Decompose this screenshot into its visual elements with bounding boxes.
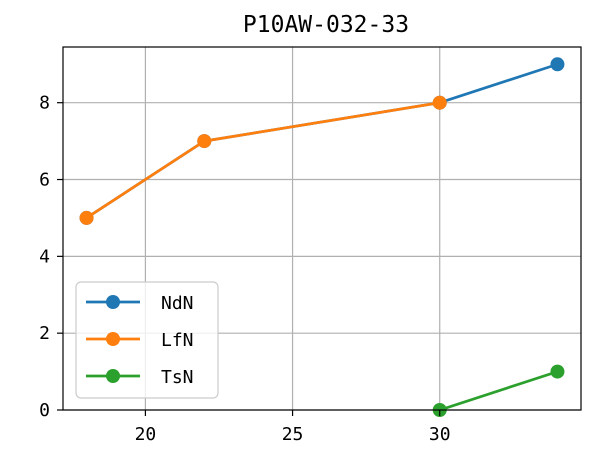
chart-title: P10AW-032-33	[243, 12, 409, 38]
data-point-lfn	[432, 95, 447, 110]
series-line-tsn	[438, 369, 560, 412]
x-tick-label: 20	[135, 424, 157, 445]
legend-item-tsn: TsN	[86, 367, 194, 388]
data-point-lfn	[197, 134, 212, 149]
legend-item-ndn: NdN	[86, 293, 194, 314]
y-tick-label: 2	[39, 323, 50, 344]
legend-box	[75, 281, 219, 399]
legend-item-lfn: LfN	[86, 330, 194, 351]
y-tick-label: 8	[39, 93, 50, 114]
y-tick-label: 0	[39, 400, 50, 421]
y-tick-label: 4	[39, 246, 50, 267]
data-point-ndn	[550, 57, 565, 72]
axis-ticks: 20 25 30 0 2 4 6 8	[39, 93, 450, 445]
legend-label-lfn: LfN	[161, 330, 194, 351]
series-line-ndn	[84, 62, 560, 220]
series-ndn	[79, 57, 565, 225]
series-line-lfn	[84, 101, 442, 220]
legend-marker-ndn	[106, 295, 120, 309]
y-tick-label: 6	[39, 170, 50, 191]
legend-label-tsn: TsN	[161, 367, 194, 388]
legend-marker-lfn	[106, 332, 120, 346]
series-tsn	[432, 364, 565, 417]
legend: NdN LfN TsN	[75, 281, 219, 399]
data-point-tsn	[550, 364, 565, 379]
series-lfn	[79, 95, 447, 225]
legend-marker-tsn	[106, 369, 120, 383]
data-point-lfn	[79, 210, 94, 225]
plot-frame	[62, 46, 582, 411]
x-tick-label: 30	[429, 424, 451, 445]
legend-label-ndn: NdN	[161, 293, 194, 314]
x-tick-label: 25	[282, 424, 304, 445]
